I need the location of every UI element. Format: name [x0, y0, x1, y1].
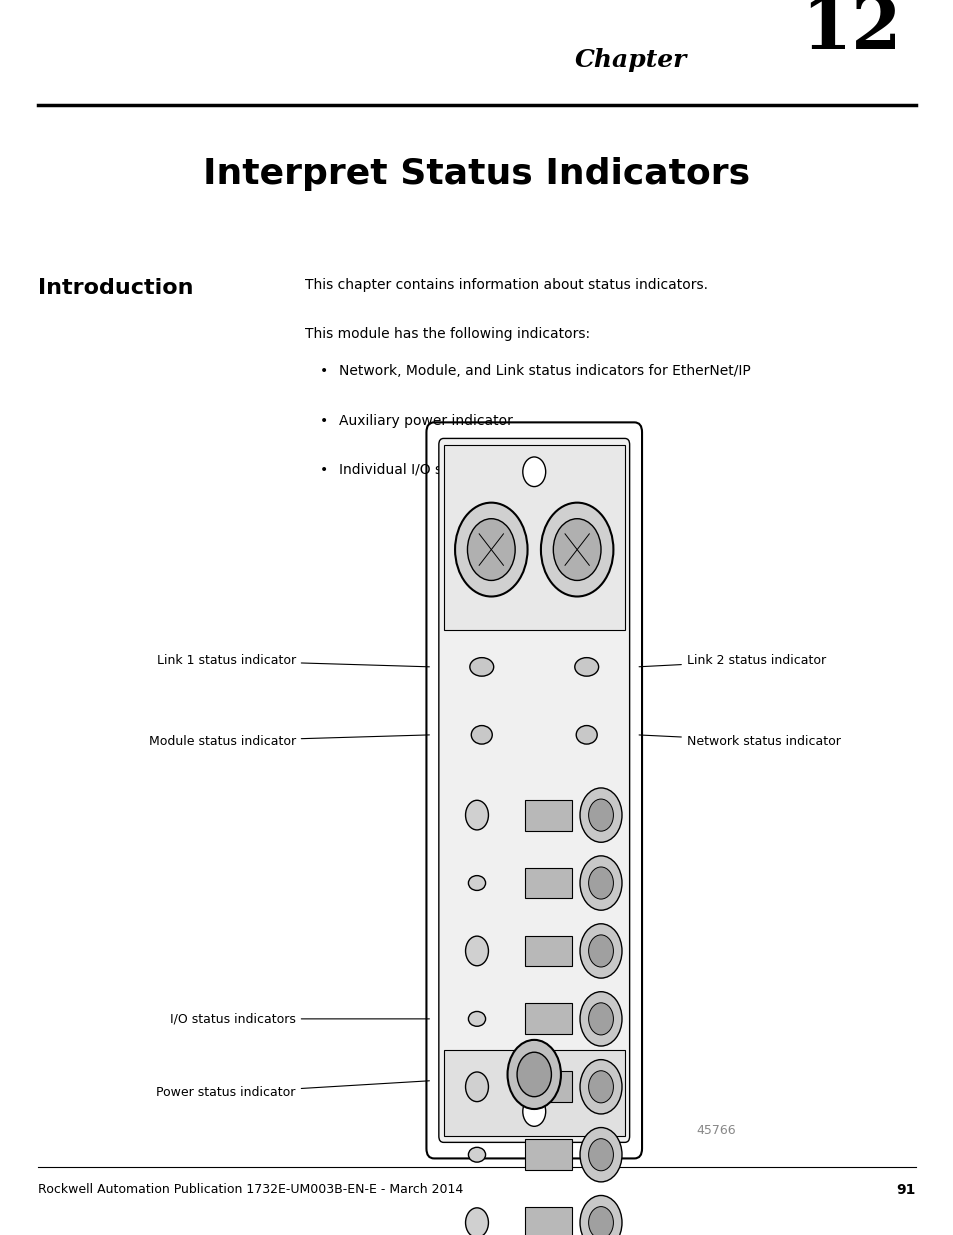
Circle shape — [579, 924, 621, 978]
Ellipse shape — [468, 876, 485, 890]
Bar — [524, 1072, 572, 1103]
Circle shape — [540, 503, 613, 597]
Circle shape — [465, 800, 488, 830]
Text: Network status indicator: Network status indicator — [639, 735, 840, 747]
Text: Introduction: Introduction — [38, 278, 193, 298]
Circle shape — [588, 1071, 613, 1103]
Circle shape — [467, 519, 515, 580]
Bar — [524, 1140, 572, 1171]
Text: 91: 91 — [896, 1183, 915, 1197]
Bar — [443, 1050, 624, 1136]
FancyBboxPatch shape — [426, 422, 641, 1158]
Circle shape — [465, 936, 488, 966]
Text: Link 1 status indicator: Link 1 status indicator — [156, 655, 429, 667]
Circle shape — [522, 1097, 545, 1126]
Text: Auxiliary power indicator: Auxiliary power indicator — [338, 414, 512, 427]
Circle shape — [455, 503, 527, 597]
Text: 12: 12 — [801, 0, 901, 64]
Circle shape — [465, 1072, 488, 1102]
Text: Power status indicator: Power status indicator — [156, 1081, 429, 1099]
Circle shape — [579, 1060, 621, 1114]
Bar — [443, 445, 624, 630]
Circle shape — [588, 1139, 613, 1171]
Circle shape — [579, 788, 621, 842]
Text: •: • — [319, 414, 328, 427]
Circle shape — [517, 1052, 551, 1097]
Text: 45766: 45766 — [696, 1124, 736, 1137]
Text: •: • — [319, 463, 328, 477]
Text: Interpret Status Indicators: Interpret Status Indicators — [203, 157, 750, 191]
Ellipse shape — [468, 1011, 485, 1026]
Circle shape — [507, 1040, 560, 1109]
Bar — [524, 1004, 572, 1035]
Bar — [524, 936, 572, 967]
Circle shape — [588, 935, 613, 967]
Ellipse shape — [575, 658, 598, 677]
Circle shape — [588, 1003, 613, 1035]
Circle shape — [553, 519, 600, 580]
Circle shape — [579, 1195, 621, 1235]
Bar — [524, 800, 572, 831]
Text: Chapter: Chapter — [574, 48, 686, 72]
Ellipse shape — [471, 726, 492, 745]
Circle shape — [588, 799, 613, 831]
Text: Network, Module, and Link status indicators for EtherNet/IP: Network, Module, and Link status indicat… — [338, 364, 750, 378]
Bar — [524, 1208, 572, 1235]
Text: •: • — [319, 364, 328, 378]
Circle shape — [522, 457, 545, 487]
Text: This chapter contains information about status indicators.: This chapter contains information about … — [305, 278, 707, 291]
Ellipse shape — [576, 726, 597, 745]
Circle shape — [579, 992, 621, 1046]
Circle shape — [588, 1207, 613, 1235]
Circle shape — [465, 1208, 488, 1235]
Text: Module status indicator: Module status indicator — [149, 735, 429, 747]
Text: This module has the following indicators:: This module has the following indicators… — [305, 327, 590, 341]
Circle shape — [588, 867, 613, 899]
Bar — [524, 868, 572, 899]
Text: Rockwell Automation Publication 1732E-UM003B-EN-E - March 2014: Rockwell Automation Publication 1732E-UM… — [38, 1183, 463, 1197]
FancyBboxPatch shape — [438, 438, 629, 1142]
Text: Link 2 status indicator: Link 2 status indicator — [639, 655, 825, 667]
Circle shape — [579, 856, 621, 910]
Text: Individual I/O status indicators for inputs.: Individual I/O status indicators for inp… — [338, 463, 625, 477]
Ellipse shape — [469, 658, 494, 677]
Circle shape — [579, 1128, 621, 1182]
Text: I/O status indicators: I/O status indicators — [170, 1013, 429, 1025]
Ellipse shape — [468, 1147, 485, 1162]
